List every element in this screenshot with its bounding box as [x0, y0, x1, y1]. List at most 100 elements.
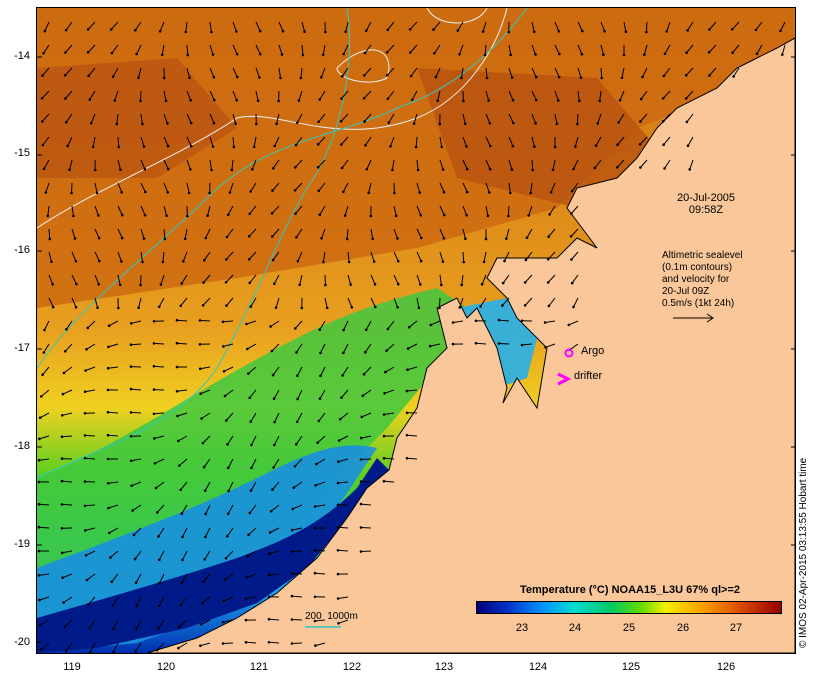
velocity-arrow-head [46, 214, 50, 218]
velocity-arrow [274, 136, 280, 147]
velocity-arrow-head [382, 413, 386, 416]
velocity-arrow [39, 458, 50, 461]
velocity-arrow [319, 320, 326, 330]
velocity-arrow-head [460, 283, 464, 287]
velocity-arrow-head [317, 419, 321, 423]
velocity-arrow [296, 343, 303, 353]
velocity-arrow [295, 435, 303, 445]
velocity-arrow-head [483, 53, 487, 57]
velocity-arrow [163, 182, 169, 193]
velocity-arrow [227, 205, 234, 216]
velocity-arrow [297, 251, 303, 262]
argo-marker[interactable] [564, 348, 574, 358]
velocity-arrow [153, 412, 165, 415]
velocity-arrow [623, 21, 627, 32]
velocity-arrow-head [139, 283, 142, 287]
velocity-arrow [205, 228, 211, 239]
velocity-arrow [158, 550, 165, 561]
velocity-arrow-head [359, 502, 363, 506]
map-ticks [37, 56, 795, 643]
velocity-arrow-head [163, 237, 167, 241]
sealevel-legend: Altimetric sealevel (0.1m contours) and … [662, 250, 743, 310]
velocity-arrow-head [62, 601, 65, 604]
velocity-arrow [526, 228, 533, 238]
velocity-arrow [361, 412, 372, 418]
coldest-water-band [37, 458, 389, 653]
velocity-arrow [181, 504, 188, 514]
velocity-arrow [186, 182, 190, 193]
velocity-arrow-head [41, 373, 44, 377]
sst-map[interactable]: 20-Jul-2005 09:58Z Altimetric sealevel (… [36, 7, 796, 654]
velocity-arrow [186, 67, 190, 78]
velocity-arrow-head [271, 189, 274, 192]
velocity-arrow [640, 159, 648, 168]
velocity-arrow [117, 136, 120, 148]
velocity-arrow [38, 503, 50, 506]
velocity-arrow-head [362, 372, 366, 376]
velocity-arrow-head [433, 52, 436, 55]
velocity-arrow [291, 642, 303, 644]
velocity-arrow-head [134, 650, 137, 653]
velocity-arrow [163, 159, 169, 170]
velocity-arrow-head [578, 99, 581, 103]
velocity-arrow-head [645, 30, 648, 34]
velocity-arrow-head [295, 236, 298, 239]
velocity-arrow-head [372, 260, 376, 263]
velocity-arrow [293, 481, 303, 489]
velocity-arrow-head [211, 145, 215, 148]
velocity-arrow-head [188, 76, 191, 79]
velocity-arrow-head [181, 535, 184, 539]
velocity-arrow-head [226, 443, 229, 446]
velocity-arrow [416, 205, 422, 216]
velocity-arrow [232, 67, 238, 78]
velocity-arrow-head [225, 235, 229, 239]
velocity-arrow [347, 251, 350, 262]
velocity-arrow-head [643, 53, 646, 56]
velocity-arrow [226, 527, 234, 537]
velocity-arrow-head [159, 283, 163, 286]
velocity-arrow [84, 434, 96, 437]
velocity-arrow [343, 320, 349, 331]
velocity-arrow [62, 412, 73, 416]
velocity-arrow-head [299, 76, 303, 80]
velocity-arrow [85, 366, 96, 371]
velocity-arrow-head [129, 459, 133, 463]
velocity-arrow-head [596, 122, 599, 125]
velocity-arrow [415, 136, 418, 148]
velocity-arrow [251, 159, 257, 170]
velocity-arrow [180, 297, 188, 307]
velocity-arrow-head [223, 394, 227, 398]
velocity-arrow [248, 527, 257, 536]
velocity-arrow-head [270, 212, 274, 215]
velocity-arrow [250, 481, 257, 491]
velocity-arrow [131, 320, 142, 324]
velocity-arrow [229, 182, 234, 193]
velocity-arrow-head [359, 550, 363, 553]
velocity-arrow [108, 504, 119, 509]
velocity-arrow [508, 182, 511, 193]
velocity-arrow-head [546, 281, 550, 284]
velocity-arrow [531, 159, 534, 171]
velocity-arrow-head [557, 30, 561, 33]
velocity-arrow-head [227, 466, 230, 470]
velocity-arrow [71, 205, 74, 216]
velocity-arrow [781, 44, 786, 55]
velocity-scale-arrow [673, 313, 714, 323]
velocity-arrow-head [111, 75, 115, 78]
velocity-arrow [322, 44, 326, 55]
velocity-arrow [460, 67, 464, 78]
drifter-marker[interactable] [557, 372, 572, 386]
velocity-arrow-head [110, 580, 113, 584]
velocity-arrow-head [246, 554, 249, 558]
velocity-arrow-head [317, 120, 321, 124]
velocity-arrow [158, 527, 165, 537]
velocity-arrow [222, 320, 234, 323]
velocity-arrow-head [273, 282, 276, 286]
velocity-arrow [86, 573, 96, 581]
velocity-arrow [136, 596, 142, 607]
velocity-arrow [318, 182, 326, 192]
velocity-arrow [387, 21, 395, 31]
velocity-arrow [117, 159, 121, 170]
velocity-arrow-head [222, 599, 226, 603]
velocity-arrow-head [143, 213, 147, 217]
